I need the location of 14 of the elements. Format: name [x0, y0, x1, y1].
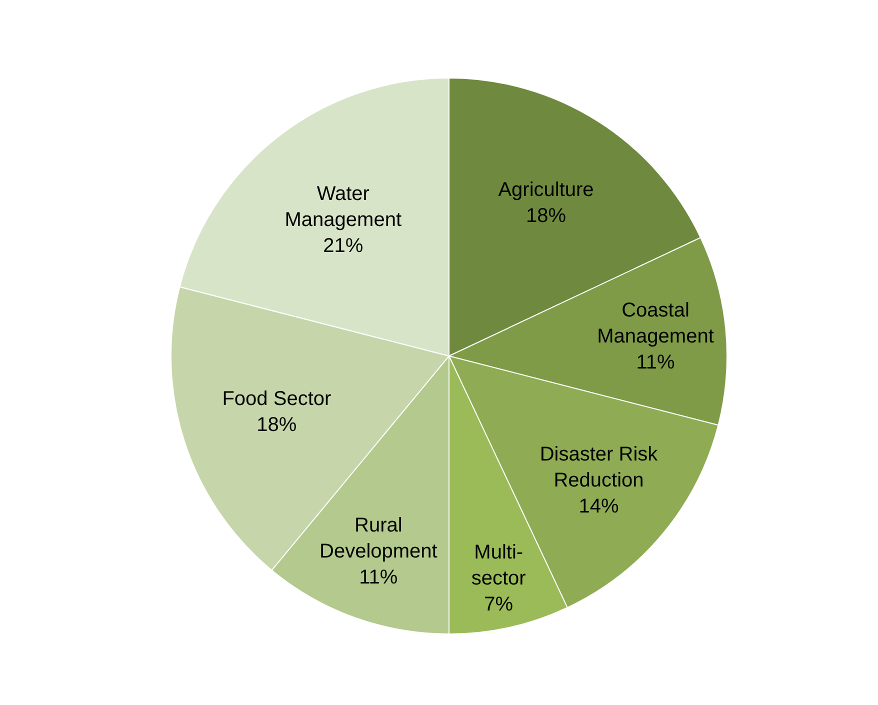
data-label: 11%: [359, 566, 398, 588]
data-label: 18%: [256, 414, 297, 436]
slice-label: Disaster Risk Reduction: [540, 443, 659, 492]
data-label: 21%: [323, 234, 364, 257]
data-label: 7%: [484, 594, 514, 616]
slice-label: Agriculture: [498, 179, 594, 202]
slice-label: Coastal Management: [597, 299, 714, 348]
data-label: 11%: [636, 351, 676, 374]
slice-label: Multi-sector: [471, 542, 526, 590]
data-label: 14%: [578, 495, 619, 518]
slice-label: Food Sector: [222, 388, 332, 410]
slice-label: Rural Development: [320, 514, 438, 562]
slice-label: Water Management: [284, 182, 402, 231]
data-label: 18%: [526, 205, 566, 228]
